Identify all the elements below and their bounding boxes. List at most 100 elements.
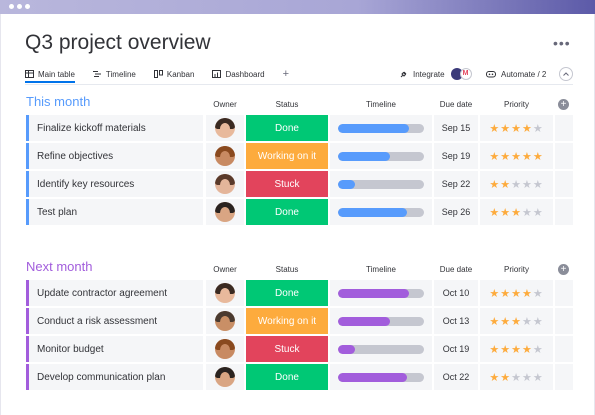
priority-rating[interactable]: ★ ★ ★ ★ ★ (480, 143, 553, 169)
group-title[interactable]: This month (26, 94, 91, 109)
star-icon[interactable]: ★ (532, 371, 544, 384)
star-icon[interactable]: ★ (511, 315, 522, 328)
timeline-cell[interactable] (330, 115, 432, 141)
timeline-cell[interactable] (330, 364, 432, 390)
star-icon[interactable]: ★ (511, 178, 522, 191)
star-icon[interactable]: ★ (521, 315, 533, 328)
item-name[interactable]: Identify key resources (26, 171, 203, 197)
star-icon[interactable]: ★ (500, 287, 512, 300)
add-view-button[interactable]: + (282, 68, 290, 80)
timeline-cell[interactable] (330, 280, 432, 306)
star-icon[interactable]: ★ (500, 122, 512, 135)
item-name[interactable]: Refine objectives (26, 143, 203, 169)
timeline-cell[interactable] (330, 171, 432, 197)
item-name[interactable]: Develop communication plan (26, 364, 203, 390)
star-icon[interactable]: ★ (511, 287, 522, 300)
priority-rating[interactable]: ★ ★ ★ ★ ★ (480, 171, 553, 197)
integrate-button[interactable]: Integrate M (399, 66, 472, 82)
group-title[interactable]: Next month (26, 259, 93, 274)
timeline-cell[interactable] (330, 199, 432, 225)
due-date[interactable]: Oct 10 (434, 280, 478, 306)
owner-cell[interactable] (206, 336, 244, 362)
star-icon[interactable]: ★ (500, 206, 512, 219)
star-icon[interactable]: ★ (521, 206, 533, 219)
priority-rating[interactable]: ★ ★ ★ ★ ★ (480, 308, 553, 334)
item-name[interactable]: Update contractor agreement (26, 280, 203, 306)
priority-rating[interactable]: ★ ★ ★ ★ ★ (480, 280, 553, 306)
status-badge[interactable]: Done (246, 364, 328, 390)
star-icon[interactable]: ★ (489, 371, 501, 384)
star-icon[interactable]: ★ (500, 150, 512, 163)
tab-kanban[interactable]: Kanban (153, 70, 194, 79)
priority-rating[interactable]: ★ ★ ★ ★ ★ (480, 199, 553, 225)
owner-cell[interactable] (206, 199, 244, 225)
star-icon[interactable]: ★ (521, 122, 533, 135)
automate-button[interactable]: Automate / 2 (486, 66, 546, 82)
star-icon[interactable]: ★ (489, 343, 501, 356)
due-date[interactable]: Oct 22 (434, 364, 478, 390)
star-icon[interactable]: ★ (521, 150, 533, 163)
star-icon[interactable]: ★ (532, 150, 544, 163)
star-icon[interactable]: ★ (511, 206, 522, 219)
star-icon[interactable]: ★ (532, 122, 544, 135)
star-icon[interactable]: ★ (489, 287, 501, 300)
tab-dashboard[interactable]: Dashboard (212, 70, 265, 79)
collapse-header-button[interactable] (559, 67, 573, 81)
status-badge[interactable]: Done (246, 115, 328, 141)
add-column-button[interactable]: + (558, 99, 569, 110)
star-icon[interactable]: ★ (532, 343, 544, 356)
more-options-button[interactable]: ••• (553, 35, 571, 51)
owner-cell[interactable] (206, 280, 244, 306)
star-icon[interactable]: ★ (521, 343, 533, 356)
star-icon[interactable]: ★ (489, 122, 501, 135)
timeline-cell[interactable] (330, 308, 432, 334)
star-icon[interactable]: ★ (532, 287, 544, 300)
tab-main-table[interactable]: Main table (25, 70, 75, 83)
status-badge[interactable]: Done (246, 280, 328, 306)
star-icon[interactable]: ★ (500, 315, 512, 328)
star-icon[interactable]: ★ (532, 178, 544, 191)
status-badge[interactable]: Stuck (246, 171, 328, 197)
star-icon[interactable]: ★ (500, 343, 512, 356)
status-badge[interactable]: Done (246, 199, 328, 225)
star-icon[interactable]: ★ (500, 178, 512, 191)
star-icon[interactable]: ★ (489, 150, 501, 163)
owner-cell[interactable] (206, 143, 244, 169)
star-icon[interactable]: ★ (511, 122, 522, 135)
star-icon[interactable]: ★ (489, 315, 501, 328)
due-date[interactable]: Sep 15 (434, 115, 478, 141)
star-icon[interactable]: ★ (489, 178, 501, 191)
due-date[interactable]: Sep 19 (434, 143, 478, 169)
timeline-cell[interactable] (330, 336, 432, 362)
star-icon[interactable]: ★ (521, 287, 533, 300)
item-name[interactable]: Conduct a risk assessment (26, 308, 203, 334)
star-icon[interactable]: ★ (521, 371, 533, 384)
priority-rating[interactable]: ★ ★ ★ ★ ★ (480, 115, 553, 141)
due-date[interactable]: Sep 22 (434, 171, 478, 197)
star-icon[interactable]: ★ (532, 315, 544, 328)
item-name[interactable]: Monitor budget (26, 336, 203, 362)
priority-rating[interactable]: ★ ★ ★ ★ ★ (480, 364, 553, 390)
item-name[interactable]: Finalize kickoff materials (26, 115, 203, 141)
timeline-cell[interactable] (330, 143, 432, 169)
star-icon[interactable]: ★ (511, 343, 522, 356)
priority-rating[interactable]: ★ ★ ★ ★ ★ (480, 336, 553, 362)
tab-timeline[interactable]: Timeline (92, 70, 136, 79)
add-column-button[interactable]: + (558, 264, 569, 275)
due-date[interactable]: Oct 19 (434, 336, 478, 362)
owner-cell[interactable] (206, 115, 244, 141)
star-icon[interactable]: ★ (500, 371, 512, 384)
status-badge[interactable]: Working on it (246, 308, 328, 334)
due-date[interactable]: Sep 26 (434, 199, 478, 225)
status-badge[interactable]: Stuck (246, 336, 328, 362)
star-icon[interactable]: ★ (511, 150, 522, 163)
star-icon[interactable]: ★ (521, 178, 533, 191)
due-date[interactable]: Oct 13 (434, 308, 478, 334)
star-icon[interactable]: ★ (511, 371, 522, 384)
star-icon[interactable]: ★ (532, 206, 544, 219)
owner-cell[interactable] (206, 171, 244, 197)
owner-cell[interactable] (206, 364, 244, 390)
star-icon[interactable]: ★ (489, 206, 501, 219)
status-badge[interactable]: Working on it (246, 143, 328, 169)
item-name[interactable]: Test plan (26, 199, 203, 225)
